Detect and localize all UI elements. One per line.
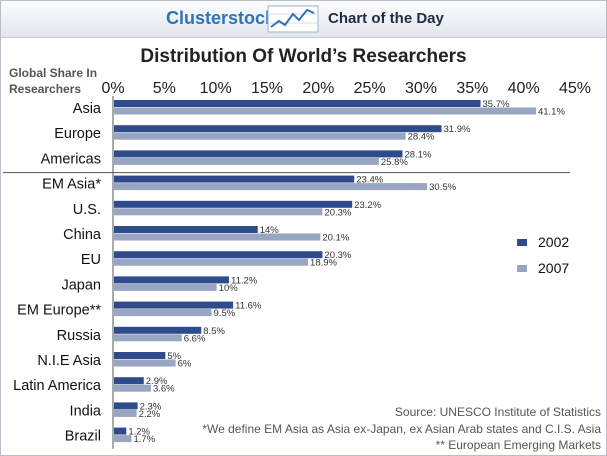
bar-2002 xyxy=(114,200,353,208)
data-label-2002: 20.3% xyxy=(324,250,351,261)
rising-line-chart-icon xyxy=(267,5,319,33)
category-label: Asia xyxy=(73,101,102,117)
data-label-2002: 14% xyxy=(260,225,280,236)
chart-title: Distribution Of World’s Researchers xyxy=(140,46,467,67)
bar-2007 xyxy=(114,132,406,140)
data-label-2002: 5% xyxy=(167,351,181,362)
data-label-2002: 2.3% xyxy=(140,401,162,412)
category-label: EM Europe** xyxy=(17,303,101,319)
data-label-2007: 20.1% xyxy=(322,233,349,244)
bar-2007 xyxy=(114,157,379,165)
bar-2002 xyxy=(114,427,127,435)
bar-2002 xyxy=(114,226,258,233)
bar-2007 xyxy=(114,359,176,367)
x-tick-label: 0% xyxy=(101,80,124,97)
bar-2002 xyxy=(114,251,323,259)
legend-swatch-2002 xyxy=(517,239,527,246)
x-tick-label: 25% xyxy=(354,80,386,97)
category-label: Russia xyxy=(57,328,102,344)
x-tick-label: 35% xyxy=(456,80,488,97)
bar-2007 xyxy=(114,409,137,417)
data-label-2007: 6.6% xyxy=(184,333,206,344)
data-label-2002: 28.1% xyxy=(404,149,431,160)
data-label-2002: 31.9% xyxy=(444,124,471,135)
data-label-2002: 11.6% xyxy=(235,301,262,312)
bar-2007 xyxy=(114,258,309,266)
x-tick-label: 10% xyxy=(200,80,232,97)
data-label-2007: 9.5% xyxy=(214,308,236,319)
data-label-2007: 30.5% xyxy=(429,182,456,193)
category-label: EU xyxy=(81,252,101,268)
brand-name: Clusterstock xyxy=(166,8,276,28)
footnote-em-europe: ** European Emerging Markets xyxy=(435,438,601,452)
data-label-2002: 8.5% xyxy=(203,326,225,337)
data-label-2007: 10% xyxy=(219,283,239,294)
x-tick-label: 45% xyxy=(559,80,591,97)
data-label-2007: 2.2% xyxy=(139,409,161,420)
data-label-2007: 28.4% xyxy=(408,132,435,143)
data-label-2007: 41.1% xyxy=(538,107,565,118)
data-label-2007: 3.6% xyxy=(153,384,175,395)
data-label-2002: 35.7% xyxy=(483,99,510,110)
bar-2007 xyxy=(114,334,182,342)
bar-2002 xyxy=(114,100,481,107)
category-label: China xyxy=(63,227,102,243)
data-label-2007: 20.3% xyxy=(324,207,351,218)
bar-2007 xyxy=(114,384,151,392)
category-label: Japan xyxy=(61,277,101,293)
data-label-2002: 1.2% xyxy=(128,427,150,438)
bar-2007 xyxy=(114,283,217,291)
legend-label-2002: 2002 xyxy=(538,234,570,250)
source-note: Source: UNESCO Institute of Statistics xyxy=(394,405,601,419)
data-label-2002: 11.2% xyxy=(231,275,258,286)
x-tick-label: 40% xyxy=(508,80,540,97)
legend-swatch-2007 xyxy=(517,265,527,272)
y-axis-label: Global Share In Researchers xyxy=(9,66,98,96)
bar-2007 xyxy=(114,208,323,216)
bar-2007 xyxy=(114,107,536,115)
category-label: EM Asia* xyxy=(42,177,101,193)
footnotes: Source: UNESCO Institute of Statistics *… xyxy=(202,404,601,454)
category-label: Americas xyxy=(41,151,101,167)
x-tick-label: 30% xyxy=(405,80,437,97)
bar-2007 xyxy=(114,309,212,317)
category-label: Brazil xyxy=(65,429,101,445)
x-tick-label: 5% xyxy=(153,80,176,97)
bar-2007 xyxy=(114,233,321,241)
footnote-em-asia: *We define EM Asia as Asia ex-Japan, ex … xyxy=(202,421,601,436)
bar-2002 xyxy=(114,301,234,309)
chart-of-the-day-label: Chart of the Day xyxy=(328,10,444,27)
data-label-2007: 25.8% xyxy=(381,157,408,168)
bar-2002 xyxy=(114,377,144,385)
bar-2002 xyxy=(114,175,355,183)
category-label: India xyxy=(70,403,102,419)
bar-2002 xyxy=(114,352,166,359)
data-label-2007: 1.7% xyxy=(133,434,155,445)
data-label-2007: 18.9% xyxy=(310,258,337,269)
bar-2002 xyxy=(114,125,442,133)
bar-2002 xyxy=(114,276,229,284)
data-label-2002: 23.4% xyxy=(356,175,383,186)
bar-2002 xyxy=(114,150,403,158)
legend-label-2007: 2007 xyxy=(538,260,570,276)
bar-2002 xyxy=(114,402,138,410)
data-label-2007: 6% xyxy=(178,359,192,370)
category-label: Latin America xyxy=(13,378,102,394)
x-tick-label: 20% xyxy=(302,80,334,97)
category-label: Europe xyxy=(54,126,101,142)
bar-2007 xyxy=(114,435,132,443)
bar-2007 xyxy=(114,183,428,191)
category-label: N.I.E Asia xyxy=(37,353,102,369)
category-label: U.S. xyxy=(73,202,101,218)
data-label-2002: 2.9% xyxy=(146,376,168,387)
bar-2002 xyxy=(114,326,202,334)
data-label-2002: 23.2% xyxy=(354,200,381,211)
header-bar: Clusterstock Chart of the Day xyxy=(1,1,606,38)
x-tick-label: 15% xyxy=(251,80,283,97)
